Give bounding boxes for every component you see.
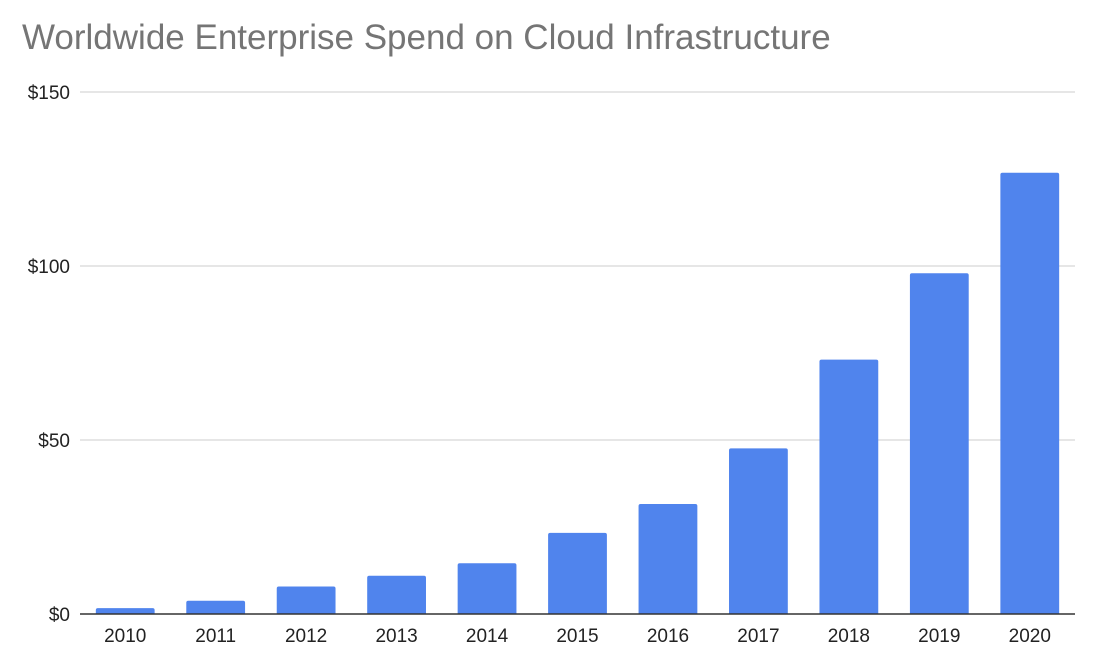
x-tick-label: 2013 xyxy=(375,626,417,647)
bars xyxy=(95,172,1060,614)
x-tick-label: 2017 xyxy=(737,626,779,647)
x-tick-label: 2019 xyxy=(918,626,960,647)
bar-2012 xyxy=(276,586,336,614)
x-axis-tick-labels: 2010 2011 2012 2013 2014 2015 2016 2017 2018 2019… xyxy=(104,626,1051,647)
x-tick-label: 2010 xyxy=(104,626,146,647)
bar-2010 xyxy=(95,608,155,614)
x-tick-label: 2016 xyxy=(647,626,689,647)
y-tick-label: $0 xyxy=(49,605,70,626)
x-tick-label: 2020 xyxy=(1009,626,1051,647)
x-tick-label: 2014 xyxy=(466,626,509,647)
bar-2015 xyxy=(548,532,607,614)
x-tick-label: 2012 xyxy=(285,626,327,647)
bar-2011 xyxy=(186,600,246,614)
y-tick-label: $150 xyxy=(28,83,70,104)
bar-2019 xyxy=(909,273,969,614)
y-tick-label: $100 xyxy=(28,257,70,278)
y-tick-label: $50 xyxy=(38,431,70,452)
bar-2014 xyxy=(457,563,517,614)
bar-2018 xyxy=(819,359,879,614)
bar-2020 xyxy=(1000,172,1060,614)
gridlines xyxy=(80,91,1075,441)
x-tick-label: 2018 xyxy=(828,626,870,647)
bar-2016 xyxy=(638,504,698,614)
x-tick-label: 2011 xyxy=(195,626,236,647)
y-axis-tick-labels: $0 $50 $100 $150 xyxy=(28,83,70,626)
bar-2017 xyxy=(729,448,788,614)
chart-title: Worldwide Enterprise Spend on Cloud Infr… xyxy=(22,18,831,57)
x-tick-label: 2015 xyxy=(556,626,598,647)
bar-2013 xyxy=(367,575,426,614)
